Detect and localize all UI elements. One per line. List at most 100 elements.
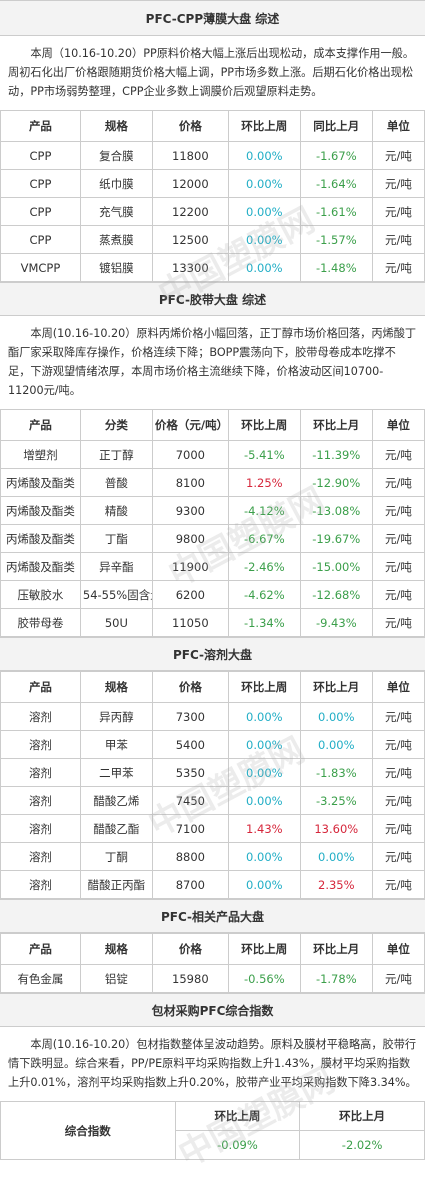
cell: 0.00%: [227, 842, 301, 871]
cell: 镀铝膜: [79, 253, 153, 282]
cell: 元/吨: [371, 468, 425, 497]
cell: 11050: [151, 608, 229, 637]
cell: 增塑剂: [0, 440, 81, 469]
cell: 普酸: [79, 468, 153, 497]
cell: 溶剂: [0, 842, 81, 871]
cell: -4.12%: [227, 496, 301, 525]
cell: 元/吨: [371, 169, 425, 198]
section-title: 包材采购PFC综合指数: [0, 993, 425, 1027]
section-title: PFC-CPP薄膜大盘 综述: [0, 0, 425, 36]
cell: 8700: [151, 870, 229, 899]
cell: 0.00%: [299, 730, 373, 759]
cell: 7300: [151, 702, 229, 731]
cell: -11.39%: [299, 440, 373, 469]
cell: 15980: [151, 964, 229, 993]
cell: 有色金属: [0, 964, 81, 993]
column-header: 价格: [151, 671, 229, 703]
cell: -19.67%: [299, 524, 373, 553]
cell: 12000: [151, 169, 229, 198]
column-header: 环比上周: [227, 933, 301, 965]
table-row: 溶剂 丁酮 8800 0.00% 0.00% 元/吨: [0, 842, 425, 871]
cell: -1.64%: [299, 169, 373, 198]
cell: -5.41%: [227, 440, 301, 469]
column-header: 环比上周: [227, 110, 301, 142]
column-header: 环比上月: [299, 1101, 425, 1131]
cell: 元/吨: [371, 225, 425, 254]
cell: 丁酮: [79, 842, 153, 871]
cell: 0.00%: [227, 225, 301, 254]
table-row: 丙烯酸及酯类 精酸 9300 -4.12% -13.08% 元/吨: [0, 496, 425, 525]
cell: -1.83%: [299, 758, 373, 787]
cell: -1.48%: [299, 253, 373, 282]
cell: 蒸煮膜: [79, 225, 153, 254]
table-row: -0.09% -2.02%: [1, 1130, 425, 1160]
cell: 6200: [151, 580, 229, 609]
cell: 11800: [151, 141, 229, 170]
table-header-row: 产品 规格 价格 环比上周 环比上月 单位: [0, 671, 425, 703]
table-row: CPP 蒸煮膜 12500 0.00% -1.57% 元/吨: [0, 225, 425, 254]
paragraph: 本周(10.16-10.20）原料丙烯价格小幅回落，正丁醇市场价格回落，丙烯酸丁…: [8, 327, 417, 397]
cell: -1.78%: [299, 964, 373, 993]
cell: 12500: [151, 225, 229, 254]
cell: 54-55%固含量: [79, 580, 153, 609]
section-title: PFC-相关产品大盘: [0, 899, 425, 933]
cell: 溶剂: [0, 758, 81, 787]
cell: 正丁醇: [79, 440, 153, 469]
cell: CPP: [0, 197, 81, 226]
cell: 充气膜: [79, 197, 153, 226]
cell: 13.60%: [299, 814, 373, 843]
column-header: 环比上月: [299, 671, 373, 703]
column-header: 产品: [0, 409, 81, 441]
column-header: 单位: [371, 671, 425, 703]
table-row: 增塑剂 正丁醇 7000 -5.41% -11.39% 元/吨: [0, 440, 425, 469]
cell: 压敏胶水: [0, 580, 81, 609]
column-header: 分类: [79, 409, 153, 441]
cell: 13300: [151, 253, 229, 282]
cell: -6.67%: [227, 524, 301, 553]
cell: 丙烯酸及酯类: [0, 468, 81, 497]
cell: -3.25%: [299, 786, 373, 815]
cell: -1.67%: [299, 141, 373, 170]
cell: 精酸: [79, 496, 153, 525]
cell: 元/吨: [371, 253, 425, 282]
column-header: 单位: [371, 933, 425, 965]
column-header: 规格: [79, 671, 153, 703]
cell: 0.00%: [227, 870, 301, 899]
column-header: 环比上周: [227, 409, 301, 441]
data-table: 产品 规格 价格 环比上周 同比上月 单位 CPP 复合膜 11800 0.00% -1.67% 元/…: [0, 110, 425, 282]
cell: 溶剂: [0, 702, 81, 731]
cell: 0.00%: [227, 758, 301, 787]
cell: 丙烯酸及酯类: [0, 524, 81, 553]
cell: 7100: [151, 814, 229, 843]
cell: 异辛酯: [79, 552, 153, 581]
data-table: 产品 分类 价格（元/吨） 环比上周 环比上月 单位 增塑剂 正丁醇 7000 -5.41% -11…: [0, 409, 425, 637]
table-row: 丙烯酸及酯类 异辛酯 11900 -2.46% -15.00% 元/吨: [0, 552, 425, 581]
table-header-row: 产品 分类 价格（元/吨） 环比上周 环比上月 单位: [0, 409, 425, 441]
table-header-row: 产品 规格 价格 环比上周 环比上月 单位: [0, 933, 425, 965]
cell: 2.35%: [299, 870, 373, 899]
cell: 元/吨: [371, 524, 425, 553]
cell: 醋酸乙烯: [79, 786, 153, 815]
column-header: 同比上月: [299, 110, 373, 142]
table-header-row: 综合指数 环比上周 环比上月: [0, 1101, 425, 1160]
cell: 1.43%: [227, 814, 301, 843]
table-row: 溶剂 醋酸乙烯 7450 0.00% -3.25% 元/吨: [0, 786, 425, 815]
table-row: 溶剂 异丙醇 7300 0.00% 0.00% 元/吨: [0, 702, 425, 731]
cell: 0.00%: [299, 842, 373, 871]
cell: -4.62%: [227, 580, 301, 609]
cell: 元/吨: [371, 197, 425, 226]
cell: -0.09%: [174, 1130, 301, 1160]
column-header: 价格（元/吨）: [151, 409, 229, 441]
table-row: 胶带母卷 50U 11050 -1.34% -9.43% 元/吨: [0, 608, 425, 637]
cell: 元/吨: [371, 141, 425, 170]
table-header-row: 产品 规格 价格 环比上周 同比上月 单位: [0, 110, 425, 142]
cell: 元/吨: [371, 964, 425, 993]
cell: 元/吨: [371, 730, 425, 759]
cell: 8100: [151, 468, 229, 497]
column-header: 环比上月: [299, 409, 373, 441]
paragraph: 本周（10.16-10.20）PP原料价格大幅上涨后出现松动，成本支撑作用一般。…: [8, 47, 415, 98]
cell: 二甲苯: [79, 758, 153, 787]
cell: 7450: [151, 786, 229, 815]
